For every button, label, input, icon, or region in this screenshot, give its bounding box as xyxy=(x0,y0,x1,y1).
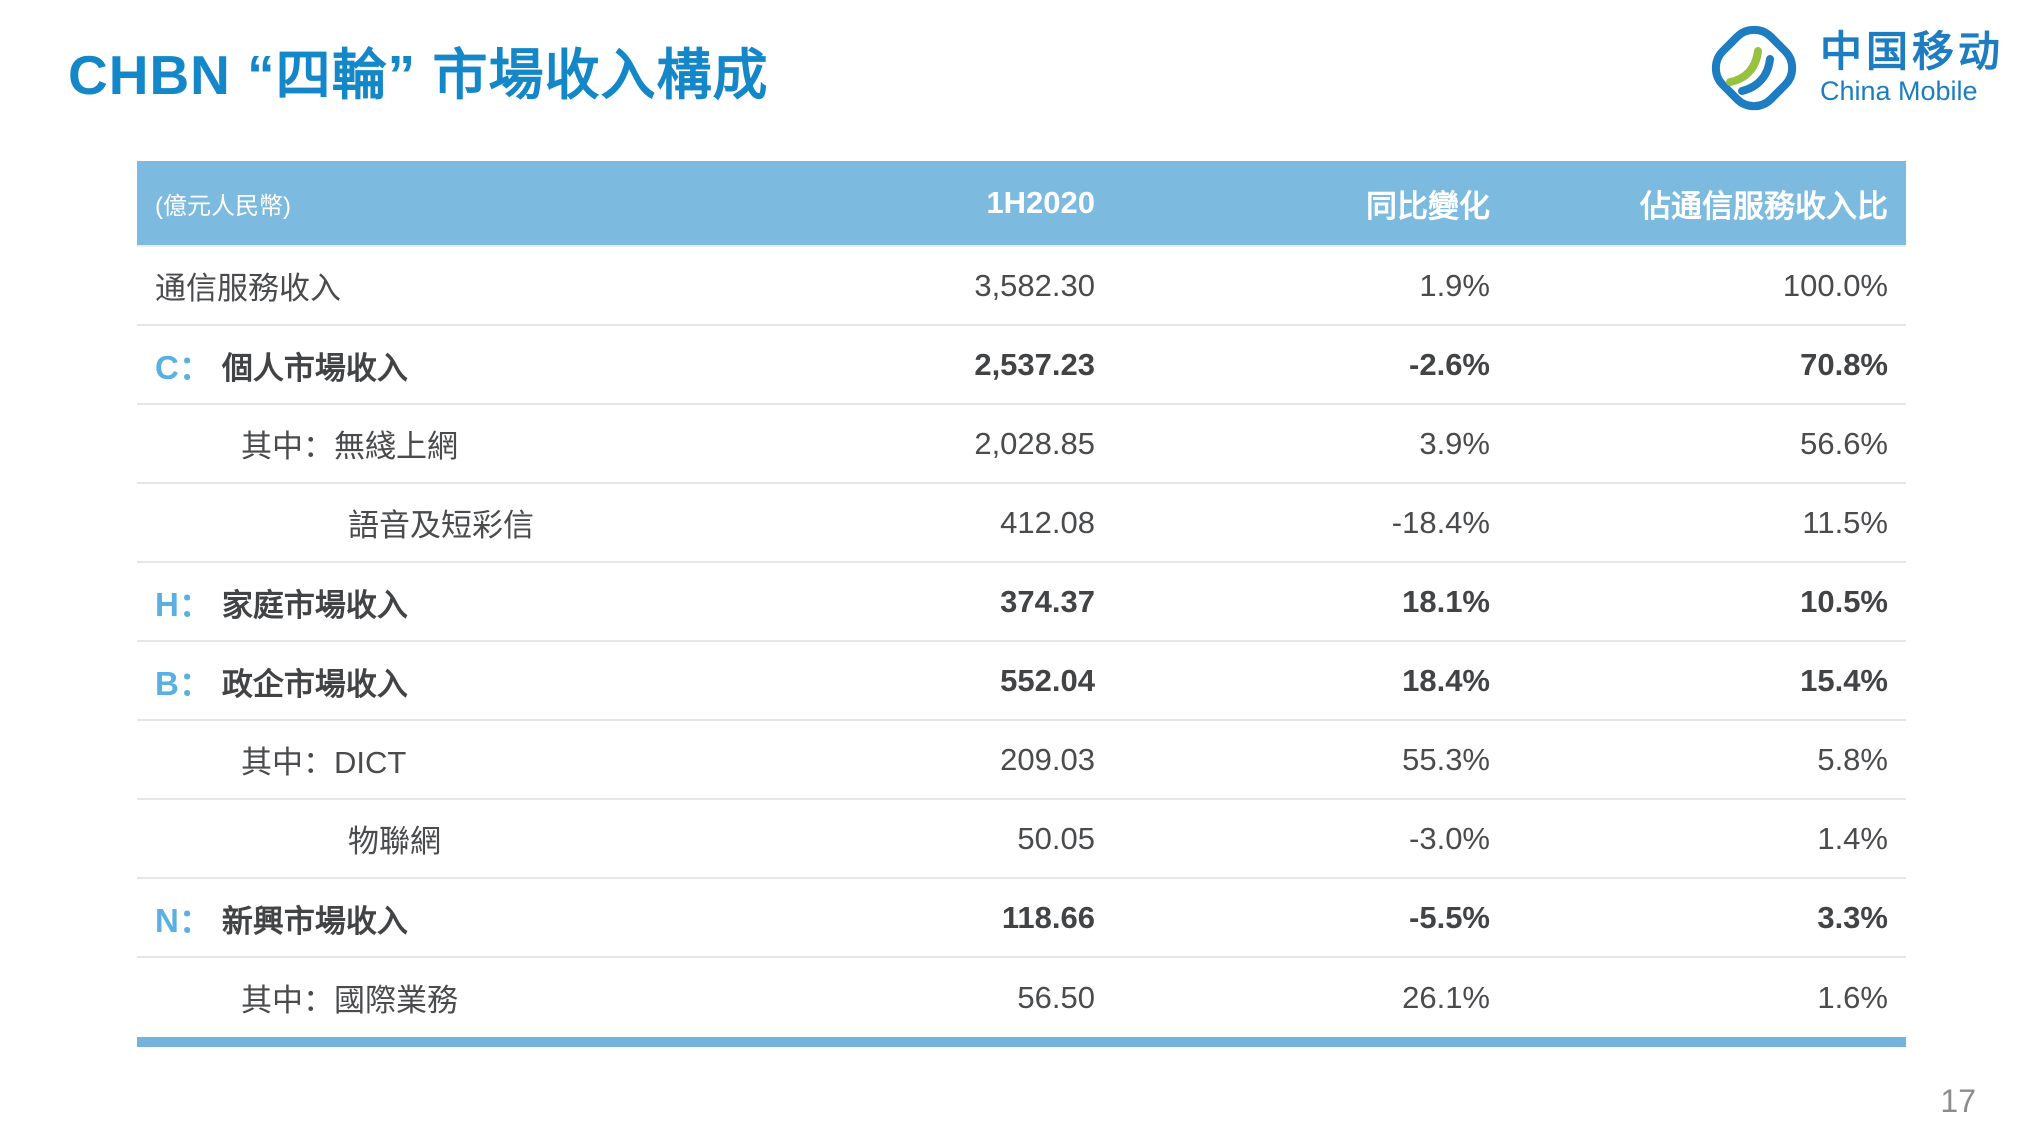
row-label-cell: 通信服務收入 xyxy=(137,263,697,308)
row-value-yoy-change: -3.0% xyxy=(1409,820,1490,856)
row-value-yoy-change: 18.4% xyxy=(1402,662,1490,698)
row-value-1h2020: 2,028.85 xyxy=(974,425,1095,461)
china-mobile-logo-icon xyxy=(1711,25,1797,111)
row-value-share: 10.5% xyxy=(1800,583,1888,619)
row-value-share: 70.8% xyxy=(1800,346,1888,382)
row-prefix-letter: B： xyxy=(155,664,212,702)
row-value-1h2020: 412.08 xyxy=(1000,504,1095,540)
table-bottom-rule xyxy=(137,1037,1906,1047)
row-value-yoy-change: 3.9% xyxy=(1419,425,1490,461)
row-value-yoy-change: 26.1% xyxy=(1402,979,1490,1015)
row-value-share: 3.3% xyxy=(1817,899,1888,935)
row-label-cell: 物聯網 xyxy=(137,816,697,861)
logo-en-text: China Mobile xyxy=(1819,75,1978,106)
table-row: 其中：國際業務 56.50 26.1% 1.6% xyxy=(137,958,1906,1037)
row-label-cell: B： 政企市場收入 xyxy=(137,657,697,705)
row-label-cell: 其中：國際業務 xyxy=(137,975,697,1020)
row-value-1h2020: 118.66 xyxy=(1001,899,1095,935)
row-value-share: 56.6% xyxy=(1800,425,1888,461)
row-label: 個人市場收入 xyxy=(221,350,408,386)
table-body: 通信服務收入 3,582.30 1.9% 100.0% C： 個人市場收入 2,537.23… xyxy=(137,245,1906,1037)
row-label-cell: C： 個人市場收入 xyxy=(137,341,697,389)
row-value-share: 11.5% xyxy=(1802,504,1888,540)
logo-cn-text: 中国移动 xyxy=(1819,28,2004,76)
row-label: 語音及短彩信 xyxy=(348,508,534,543)
china-mobile-logo: 中国移动 China Mobile xyxy=(1704,18,2004,118)
row-value-1h2020: 50.05 xyxy=(1017,820,1095,856)
table-row: N： 新興市場收入 118.66 -5.5% 3.3% xyxy=(137,879,1906,958)
row-value-yoy-change: -2.6% xyxy=(1409,346,1490,382)
table-row: 其中：無綫上網 2,028.85 3.9% 56.6% xyxy=(137,405,1906,484)
table-row: 物聯網 50.05 -3.0% 1.4% xyxy=(137,800,1906,879)
row-label: 其中：無綫上網 xyxy=(241,429,458,464)
row-value-share: 100.0% xyxy=(1782,267,1888,303)
row-prefix-letter: N： xyxy=(155,901,212,939)
unit-note: (億元人民幣) xyxy=(155,192,291,220)
row-label: 通信服務收入 xyxy=(155,271,341,306)
row-label-cell: 語音及短彩信 xyxy=(137,500,697,545)
table-header-row: (億元人民幣) 1H2020 同比變化 佔通信服務收入比 xyxy=(137,161,1906,245)
row-label-cell: N： 新興市場收入 xyxy=(137,894,697,942)
row-value-yoy-change: -5.5% xyxy=(1409,899,1490,935)
column-header-service-revenue-share: 佔通信服務收入比 xyxy=(1640,188,1888,224)
row-label: 其中：DICT xyxy=(241,745,407,780)
row-label-cell: 其中：無綫上網 xyxy=(137,421,697,466)
table-row: 語音及短彩信 412.08 -18.4% 11.5% xyxy=(137,484,1906,563)
row-label-cell: H： 家庭市場收入 xyxy=(137,578,697,626)
row-label-cell: 其中：DICT xyxy=(137,737,697,782)
row-label: 其中：國際業務 xyxy=(241,983,458,1018)
row-prefix-letter: C： xyxy=(155,348,212,386)
row-value-1h2020: 374.37 xyxy=(1000,583,1095,619)
china-mobile-logo-text: 中国移动 China Mobile xyxy=(1820,29,2004,106)
page-title: CHBN “四輪” 市場收入構成 xyxy=(68,44,769,106)
row-value-share: 1.4% xyxy=(1817,820,1888,856)
row-value-yoy-change: 1.9% xyxy=(1419,267,1490,303)
row-prefix-letter: H： xyxy=(155,585,212,623)
table-row: 通信服務收入 3,582.30 1.9% 100.0% xyxy=(137,247,1906,326)
row-value-share: 1.6% xyxy=(1817,979,1888,1015)
row-value-1h2020: 56.50 xyxy=(1017,979,1095,1015)
table-row: C： 個人市場收入 2,537.23 -2.6% 70.8% xyxy=(137,326,1906,405)
row-value-share: 15.4% xyxy=(1800,662,1888,698)
revenue-table: (億元人民幣) 1H2020 同比變化 佔通信服務收入比 通信服務收入 3,582… xyxy=(137,161,1906,1047)
table-row: H： 家庭市場收入 374.37 18.1% 10.5% xyxy=(137,563,1906,642)
row-value-1h2020: 2,537.23 xyxy=(974,346,1095,382)
row-label: 新興市場收入 xyxy=(221,903,408,939)
row-value-yoy-change: 18.1% xyxy=(1402,583,1490,619)
row-label: 物聯網 xyxy=(348,824,441,859)
table-row: 其中：DICT 209.03 55.3% 5.8% xyxy=(137,721,1906,800)
row-value-yoy-change: -18.4% xyxy=(1391,504,1490,540)
page-number: 17 xyxy=(1940,1083,1976,1119)
row-value-share: 5.8% xyxy=(1817,741,1888,777)
row-label: 家庭市場收入 xyxy=(221,587,408,623)
row-value-yoy-change: 55.3% xyxy=(1402,741,1490,777)
row-label: 政企市場收入 xyxy=(221,666,408,702)
column-header-yoy-change: 同比變化 xyxy=(1366,188,1490,224)
row-value-1h2020: 3,582.30 xyxy=(974,267,1095,303)
table-row: B： 政企市場收入 552.04 18.4% 15.4% xyxy=(137,642,1906,721)
row-value-1h2020: 552.04 xyxy=(1000,662,1095,698)
column-header-1h2020: 1H2020 xyxy=(986,185,1095,220)
row-value-1h2020: 209.03 xyxy=(1000,741,1095,777)
